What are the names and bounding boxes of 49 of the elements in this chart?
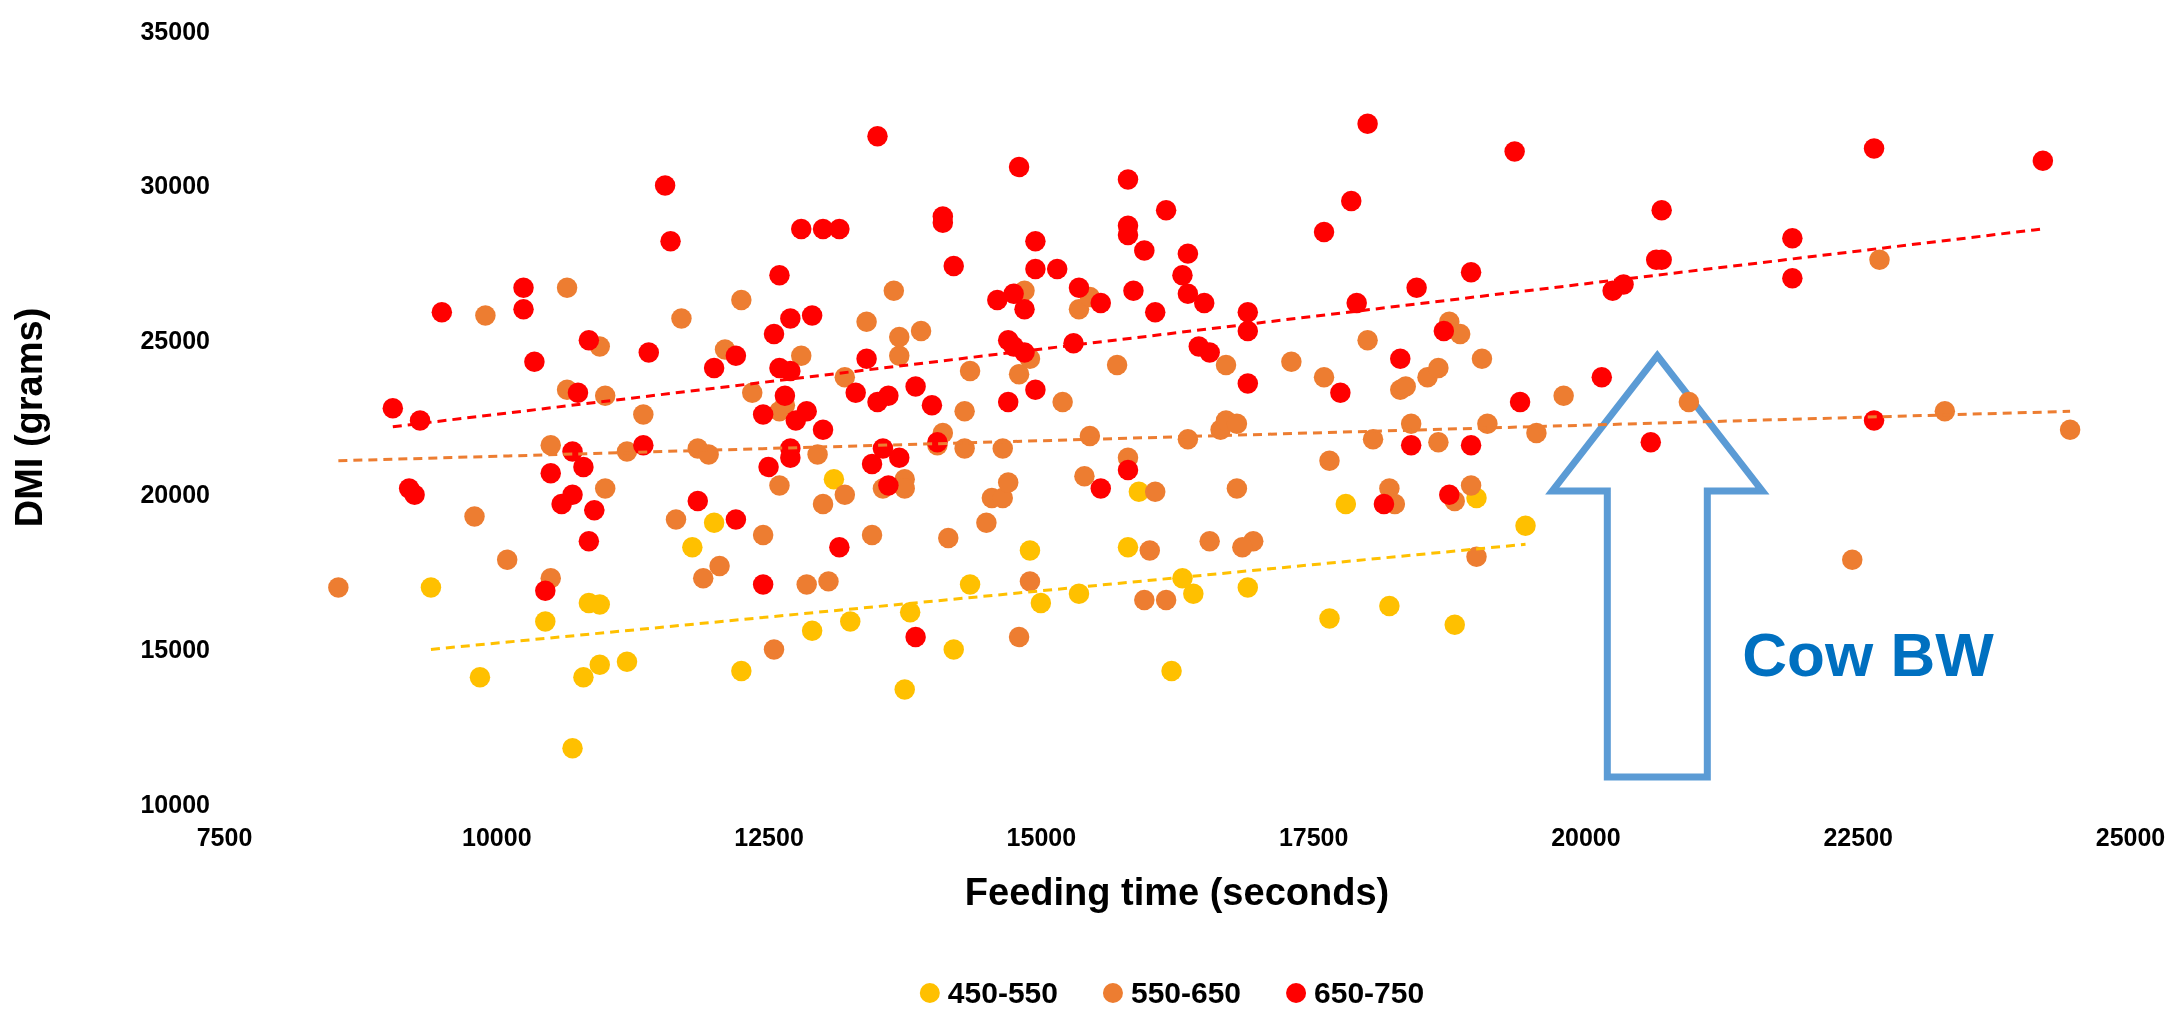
point [535,611,556,632]
x-tick-label: 15000 [1006,822,1077,851]
annotation: Cow BW [1742,620,1995,690]
x-tick-label: 17500 [1278,822,1349,851]
point [589,654,610,676]
point [1161,660,1182,682]
legend-label: 550-650 [1130,976,1242,1009]
y-tick-label: 15000 [140,634,210,663]
point [616,651,638,672]
point [1237,577,1259,598]
point [420,577,442,598]
x-tick-label: 7500 [196,822,253,851]
point [1019,540,1041,561]
y-axis-title: DMI (grams) [8,307,50,528]
point [562,738,583,759]
point [840,611,861,632]
y-tick-label: 25000 [140,325,210,354]
point [823,469,845,490]
y-tick-label: 30000 [140,171,210,200]
x-axis-title: Feeding time (seconds) [964,871,1390,913]
point [682,537,703,558]
point [469,667,491,688]
x-tick-label: 20000 [1551,822,1621,851]
point [1444,614,1465,635]
point [1068,583,1090,604]
point [1515,515,1536,536]
point [731,660,752,682]
point [899,602,921,623]
x-tick-label: 22500 [1823,822,1893,851]
x-tick-label: 12500 [734,822,804,851]
point [1117,537,1139,558]
point [894,679,915,700]
x-tick-label: 10000 [462,822,532,851]
point [959,574,981,595]
x-tick-label: 25000 [2095,822,2166,851]
legend-label: 650-750 [1314,976,1425,1009]
legend-label: 450-550 [947,976,1058,1009]
point [1319,608,1340,629]
point [801,620,823,642]
point [1379,595,1400,617]
point [573,667,594,688]
y-tick-label: 20000 [140,480,210,509]
point [1030,592,1052,614]
point [703,512,725,533]
point [1335,493,1357,515]
y-tick-label: 35000 [140,16,210,45]
y-tick-label: 10000 [140,789,210,818]
point [943,639,964,660]
point [1183,583,1204,604]
